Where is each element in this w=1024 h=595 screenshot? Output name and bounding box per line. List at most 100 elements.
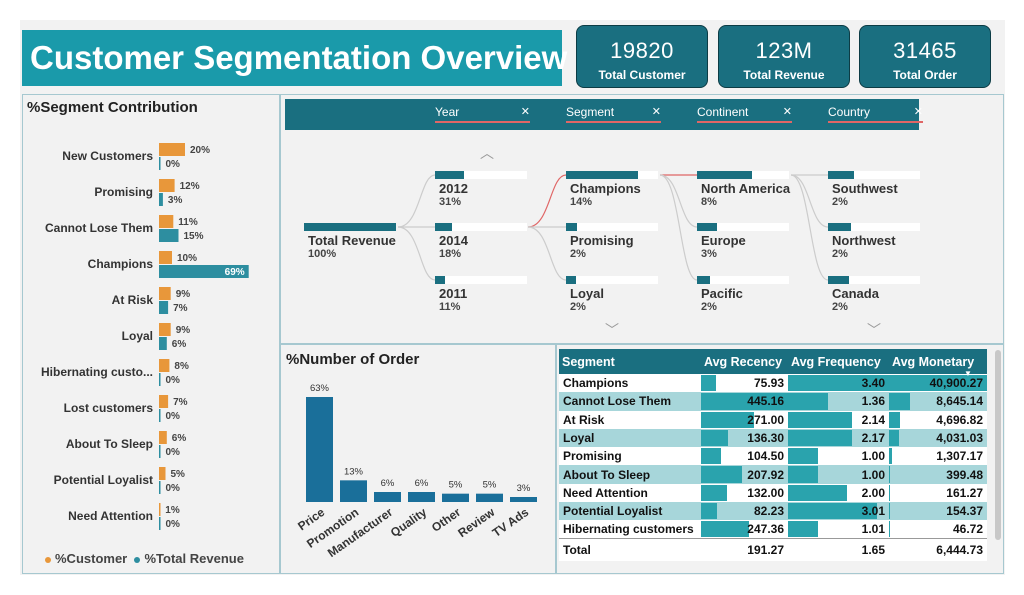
cell-segment[interactable]: Potential Loyalist: [559, 502, 701, 521]
chevron-up-icon[interactable]: ︿: [480, 145, 494, 161]
cell-recency[interactable]: 82.23: [701, 502, 788, 521]
order-bar[interactable]: [408, 492, 435, 502]
customer-bar[interactable]: [159, 287, 171, 300]
filter-segment[interactable]: Segment ✕: [566, 105, 661, 123]
cell-segment[interactable]: Loyal: [559, 428, 701, 448]
column-header-recency[interactable]: Avg Recency: [701, 349, 788, 374]
revenue-bar[interactable]: [159, 373, 161, 386]
customer-bar[interactable]: [159, 467, 166, 480]
cell-frequency[interactable]: 1.36: [788, 392, 889, 411]
cell-monetary[interactable]: 399.48: [889, 465, 987, 484]
sort-descending-icon[interactable]: ▼: [964, 369, 972, 378]
cell-monetary[interactable]: 4,696.82: [889, 410, 987, 429]
customer-bar[interactable]: [159, 251, 172, 264]
cell-segment[interactable]: Promising: [559, 447, 701, 466]
cell-monetary[interactable]: 1,307.17: [889, 447, 987, 466]
column-header-frequency[interactable]: Avg Frequency: [788, 349, 889, 374]
filter-year[interactable]: Year ✕: [435, 105, 530, 123]
column-header-segment[interactable]: Segment: [559, 349, 701, 374]
cell-recency[interactable]: 75.93: [701, 374, 788, 393]
customer-bar[interactable]: [159, 359, 170, 372]
customer-bar[interactable]: [159, 431, 167, 444]
cell-recency[interactable]: 136.30: [701, 428, 788, 448]
revenue-bar[interactable]: [159, 517, 161, 530]
kpi-total-customer[interactable]: 19820 Total Customer: [576, 25, 708, 88]
filter-country[interactable]: Country ✕: [828, 105, 923, 123]
revenue-bar[interactable]: [159, 301, 169, 314]
cell-monetary[interactable]: 46.72: [889, 520, 987, 539]
revenue-bar[interactable]: [159, 445, 161, 458]
cell-monetary[interactable]: 4,031.03: [889, 428, 987, 448]
chevron-down-icon[interactable]: ﹀: [605, 322, 619, 338]
order-bar[interactable]: [374, 492, 401, 502]
close-icon[interactable]: ✕: [651, 106, 661, 118]
customer-bar[interactable]: [159, 215, 174, 228]
table-row[interactable]: Promising 104.50 1.00 1,307.17: [559, 447, 987, 466]
table-row[interactable]: Cannot Lose Them 445.16 1.36 8,645.14: [559, 392, 987, 411]
table-row[interactable]: Potential Loyalist 82.23 3.01 154.37: [559, 502, 987, 521]
revenue-bar[interactable]: [159, 337, 167, 350]
revenue-bar[interactable]: [159, 193, 163, 206]
cell-recency[interactable]: 247.36: [701, 520, 788, 539]
cell-monetary[interactable]: 161.27: [889, 483, 987, 503]
column-header-monetary[interactable]: Avg Monetary: [889, 349, 987, 374]
cell-segment[interactable]: Need Attention: [559, 483, 701, 503]
customer-bar[interactable]: [159, 395, 169, 408]
kpi-total-order[interactable]: 31465 Total Order: [859, 25, 991, 88]
cell-frequency[interactable]: 1.00: [788, 465, 889, 484]
cell-monetary[interactable]: 40,900.27: [889, 374, 987, 393]
legend-customer[interactable]: %Customer: [45, 551, 127, 566]
total-monetary[interactable]: 6,444.73: [889, 538, 987, 561]
cell-recency[interactable]: 445.16: [701, 392, 788, 411]
order-bar[interactable]: [306, 397, 333, 502]
cell-frequency[interactable]: 3.40: [788, 374, 889, 393]
order-bar[interactable]: [442, 493, 469, 502]
revenue-bar[interactable]: [159, 409, 161, 422]
cell-frequency[interactable]: 3.01: [788, 502, 889, 521]
cell-segment[interactable]: About To Sleep: [559, 465, 701, 484]
cell-monetary[interactable]: 154.37: [889, 502, 987, 521]
close-icon[interactable]: ✕: [913, 106, 923, 118]
filter-continent[interactable]: Continent ✕: [697, 105, 792, 123]
table-row[interactable]: Need Attention 132.00 2.00 161.27: [559, 483, 987, 503]
close-icon[interactable]: ✕: [520, 106, 530, 118]
table-row[interactable]: Champions 75.93 3.40 40,900.27: [559, 374, 987, 393]
table-scrollbar[interactable]: [995, 350, 1001, 540]
revenue-bar[interactable]: [159, 229, 179, 242]
total-label[interactable]: Total: [559, 538, 701, 561]
cell-monetary[interactable]: 8,645.14: [889, 392, 987, 411]
chevron-down-icon[interactable]: ﹀: [867, 322, 881, 338]
order-bar[interactable]: [510, 497, 537, 502]
cell-frequency[interactable]: 2.14: [788, 410, 889, 429]
revenue-bar[interactable]: [159, 481, 161, 494]
total-recency[interactable]: 191.27: [701, 538, 788, 561]
table-row[interactable]: Loyal 136.30 2.17 4,031.03: [559, 428, 987, 448]
order-bar[interactable]: [340, 480, 367, 502]
cell-recency[interactable]: 271.00: [701, 410, 788, 429]
legend-revenue[interactable]: %Total Revenue: [134, 551, 244, 566]
table-row[interactable]: At Risk 271.00 2.14 4,696.82: [559, 410, 987, 429]
cell-recency[interactable]: 104.50: [701, 447, 788, 466]
table-row[interactable]: About To Sleep 207.92 1.00 399.48: [559, 465, 987, 484]
revenue-bar[interactable]: [159, 265, 249, 278]
table-row[interactable]: Hibernating customers 247.36 1.01 46.72: [559, 520, 987, 539]
revenue-bar[interactable]: [159, 157, 161, 170]
cell-frequency[interactable]: 2.17: [788, 428, 889, 448]
close-icon[interactable]: ✕: [782, 106, 792, 118]
cell-recency[interactable]: 132.00: [701, 483, 788, 503]
kpi-total-revenue[interactable]: 123M Total Revenue: [718, 25, 850, 88]
cell-recency[interactable]: 207.92: [701, 465, 788, 484]
customer-bar[interactable]: [159, 143, 185, 156]
customer-bar[interactable]: [159, 179, 175, 192]
cell-segment[interactable]: Cannot Lose Them: [559, 392, 701, 411]
customer-bar[interactable]: [159, 503, 161, 516]
cell-segment[interactable]: Champions: [559, 374, 701, 393]
cell-segment[interactable]: Hibernating customers: [559, 520, 701, 539]
customer-bar[interactable]: [159, 323, 171, 336]
order-bar[interactable]: [476, 493, 503, 502]
total-frequency[interactable]: 1.65: [788, 538, 889, 561]
cell-frequency[interactable]: 1.01: [788, 520, 889, 539]
cell-segment[interactable]: At Risk: [559, 410, 701, 429]
cell-frequency[interactable]: 1.00: [788, 447, 889, 466]
cell-frequency[interactable]: 2.00: [788, 483, 889, 503]
